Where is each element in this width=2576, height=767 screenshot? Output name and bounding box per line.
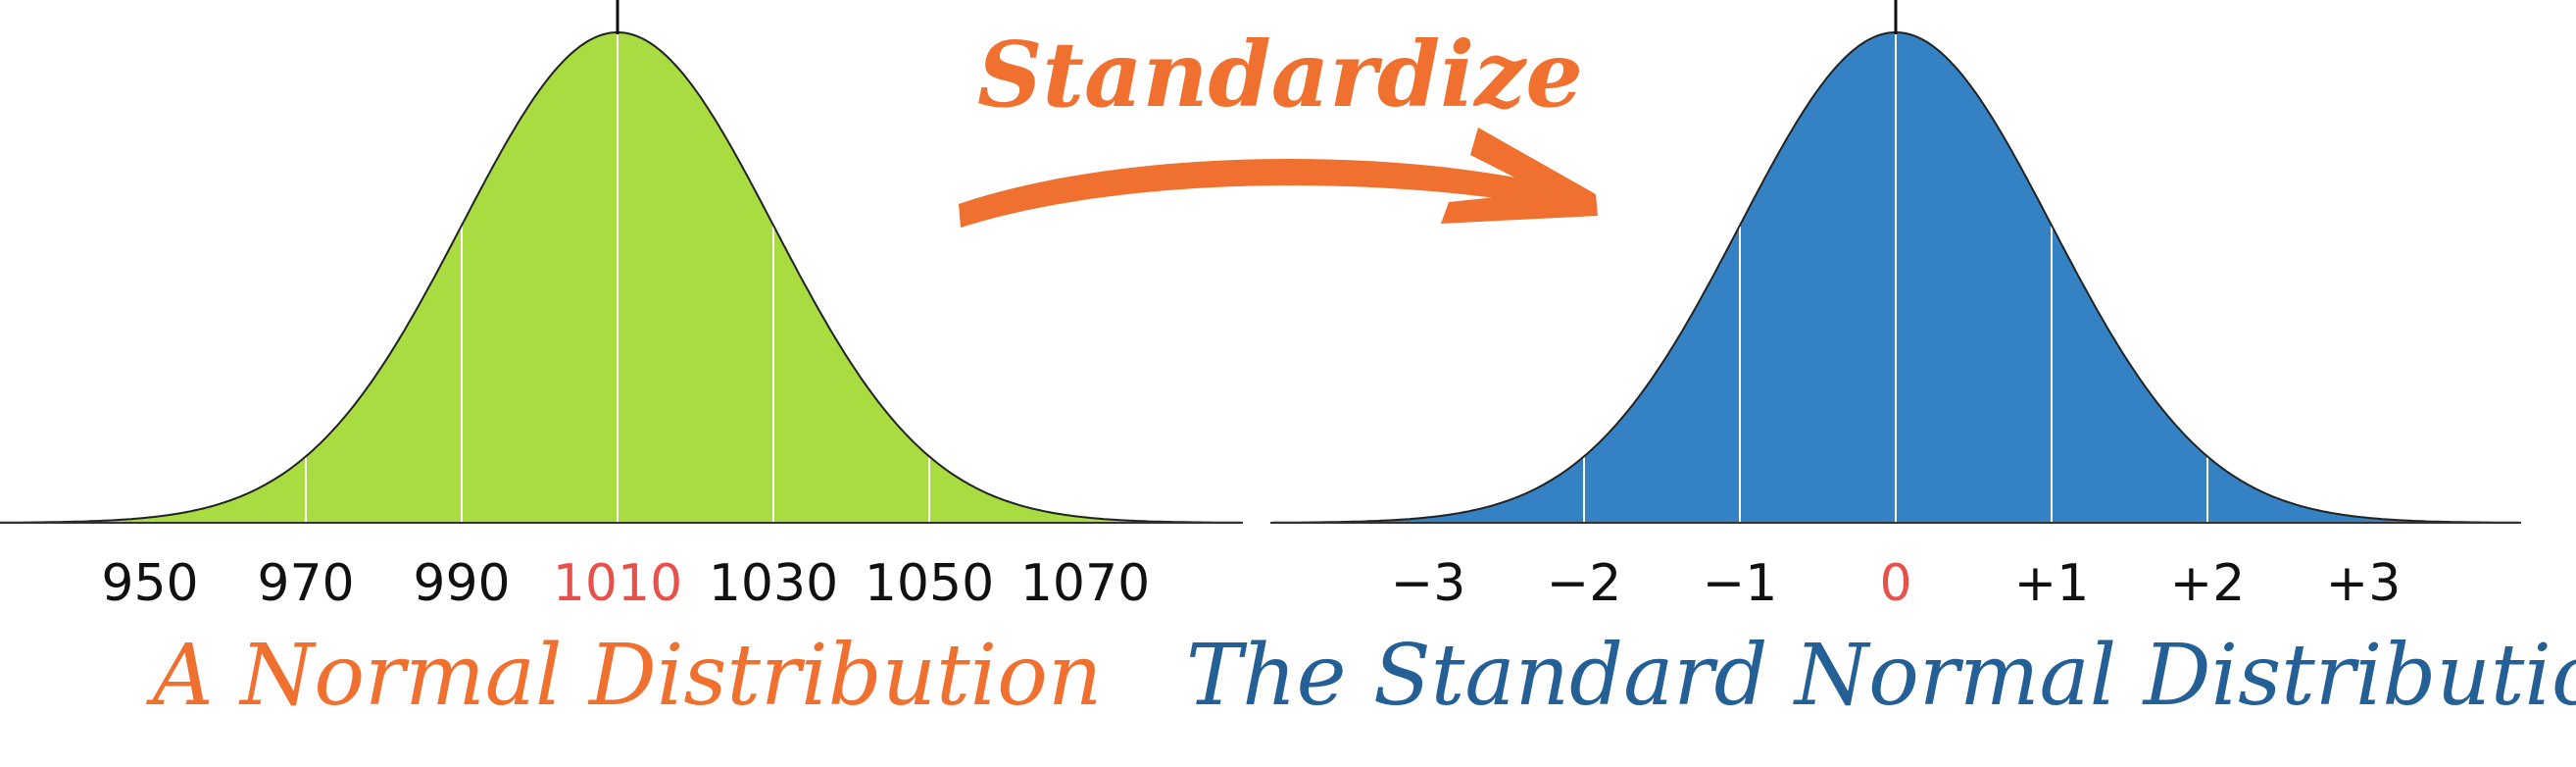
- arrow-head: [1441, 128, 1598, 224]
- standard-tick-labels: −3 −2 −1 0 +1 +2 +3: [1391, 554, 2402, 613]
- tick-label: 950: [101, 554, 198, 613]
- normal-tick-labels: 950 970 990 1010 1030 1050 1070: [101, 554, 1150, 613]
- standardize-arrow: Standardize: [959, 22, 1598, 228]
- tick-label: −2: [1547, 554, 1622, 613]
- arrow-shaft: [959, 158, 1574, 228]
- tick-label: +3: [2326, 554, 2402, 613]
- standard-caption: The Standard Normal Distribution: [1186, 627, 2576, 725]
- tick-label: +1: [2014, 554, 2090, 613]
- tick-label: 1010: [553, 554, 682, 613]
- tick-label: +2: [2170, 554, 2246, 613]
- standard-normal-chart: −3 −2 −1 0 +1 +2 +3 The Standard Normal Distri…: [1186, 0, 2576, 725]
- tick-label: −3: [1391, 554, 1466, 613]
- standardize-label: Standardize: [977, 22, 1583, 128]
- normal-sd-lines: [305, 33, 930, 523]
- tick-label: 0: [1879, 554, 1911, 613]
- standard-sd-lines: [1583, 33, 2208, 523]
- tick-label: 1050: [865, 554, 994, 613]
- normal-distribution-chart: 950 970 990 1010 1030 1050 1070 A Normal Distr…: [0, 0, 1243, 725]
- tick-label: 1070: [1020, 554, 1150, 613]
- tick-label: 970: [257, 554, 354, 613]
- normal-caption: A Normal Distribution: [146, 627, 1103, 725]
- tick-label: 1030: [709, 554, 838, 613]
- tick-label: −1: [1703, 554, 1778, 613]
- tick-label: 990: [413, 554, 510, 613]
